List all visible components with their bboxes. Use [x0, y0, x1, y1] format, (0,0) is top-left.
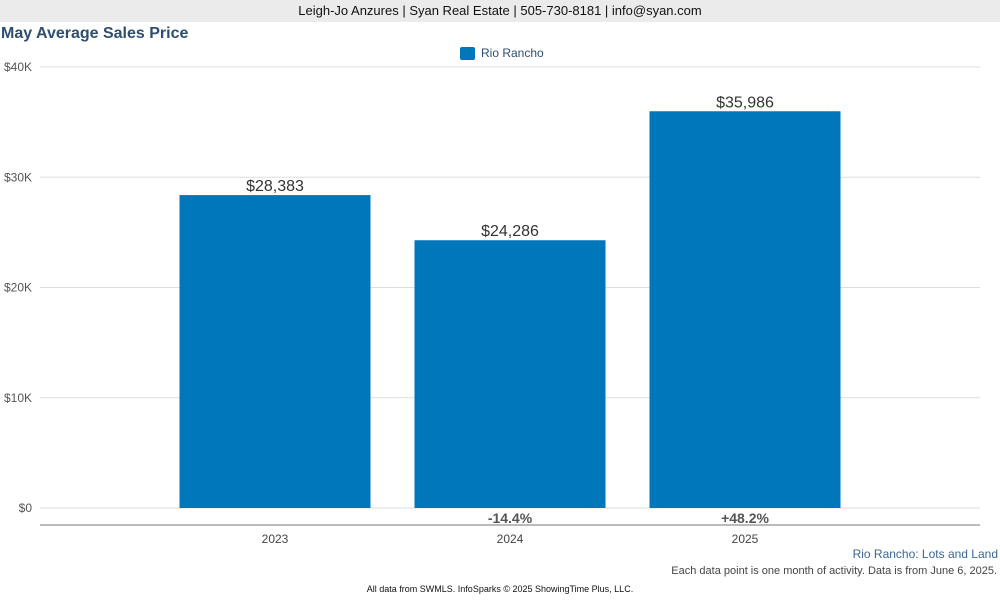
legend[interactable]: Rio Rancho — [460, 45, 544, 61]
chart-title: May Average Sales Price — [1, 25, 189, 42]
x-tick-label: 2024 — [497, 532, 524, 546]
bar-value-label: $28,383 — [246, 178, 304, 195]
x-tick-label: 2023 — [262, 532, 289, 546]
bar[interactable] — [649, 111, 841, 509]
x-tick-label: 2025 — [732, 532, 759, 546]
y-tick-label: $40K — [4, 60, 32, 74]
contact-header: Leigh-Jo Anzures | Syan Real Estate | 50… — [0, 0, 1000, 22]
bar-value-label: $35,986 — [716, 94, 774, 111]
footer-credit: All data from SWMLS. InfoSparks © 2025 S… — [366, 584, 634, 594]
legend-swatch — [460, 46, 475, 60]
change-label: -14.4% — [488, 510, 533, 526]
legend-label: Rio Rancho — [481, 46, 544, 60]
bar-value-label: $24,286 — [481, 223, 539, 240]
y-tick-label: $30K — [4, 170, 32, 184]
data-note: Each data point is one month of activity… — [671, 565, 997, 577]
y-tick-label: $0 — [19, 501, 33, 515]
change-label: +48.2% — [721, 510, 769, 526]
bar[interactable] — [414, 240, 606, 508]
bar[interactable] — [179, 195, 371, 508]
chart-subtitle: Rio Rancho: Lots and Land — [852, 547, 998, 561]
y-tick-label: $10K — [4, 391, 32, 405]
y-tick-label: $20K — [4, 281, 32, 295]
